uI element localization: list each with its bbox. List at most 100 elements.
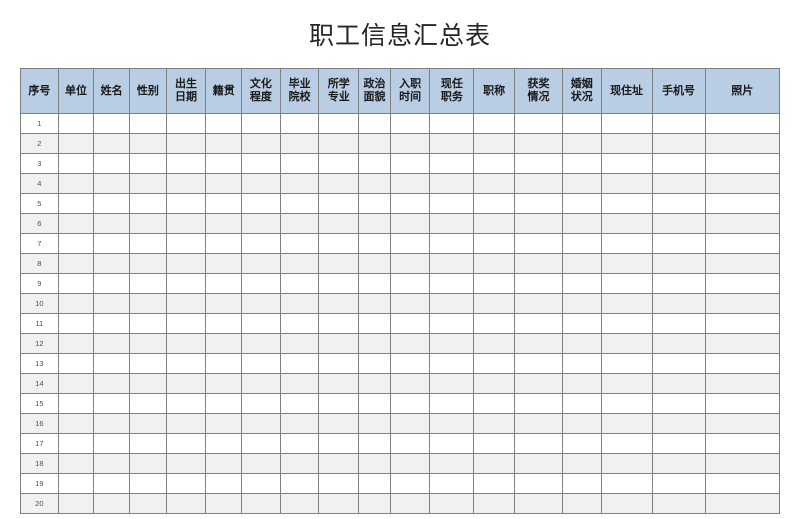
table-cell-name[interactable] bbox=[93, 393, 130, 414]
table-cell-position[interactable] bbox=[429, 213, 475, 234]
table-cell-title_rank[interactable] bbox=[473, 433, 516, 454]
table-cell-major[interactable] bbox=[318, 373, 360, 394]
table-cell-photo[interactable] bbox=[704, 273, 780, 294]
table-cell-gender[interactable] bbox=[129, 193, 167, 214]
table-cell-address[interactable] bbox=[600, 313, 653, 334]
table-cell-school[interactable] bbox=[279, 333, 320, 354]
table-cell-school[interactable] bbox=[279, 313, 320, 334]
table-cell-education[interactable] bbox=[241, 193, 281, 214]
table-cell-hire_date[interactable] bbox=[389, 173, 431, 194]
table-cell-hire_date[interactable] bbox=[389, 113, 431, 134]
table-cell-major[interactable] bbox=[318, 433, 360, 454]
table-cell-marital[interactable] bbox=[561, 293, 602, 314]
table-cell-hire_date[interactable] bbox=[389, 293, 431, 314]
table-cell-major[interactable] bbox=[318, 173, 360, 194]
table-cell-birthdate[interactable] bbox=[165, 473, 207, 494]
table-cell-education[interactable] bbox=[241, 473, 281, 494]
table-cell-major[interactable] bbox=[318, 153, 360, 174]
table-cell-birthdate[interactable] bbox=[165, 373, 207, 394]
table-cell-awards[interactable] bbox=[514, 353, 563, 374]
table-cell-political[interactable] bbox=[358, 153, 391, 174]
table-cell-photo[interactable] bbox=[704, 433, 780, 454]
table-cell-education[interactable] bbox=[241, 493, 281, 514]
table-cell-address[interactable] bbox=[600, 373, 653, 394]
table-cell-school[interactable] bbox=[279, 233, 320, 254]
table-cell-marital[interactable] bbox=[561, 433, 602, 454]
table-cell-phone[interactable] bbox=[651, 393, 706, 414]
table-cell-unit[interactable] bbox=[57, 233, 95, 254]
table-cell-photo[interactable] bbox=[704, 413, 780, 434]
table-cell-school[interactable] bbox=[279, 133, 320, 154]
table-cell-birthdate[interactable] bbox=[165, 333, 207, 354]
table-cell-hire_date[interactable] bbox=[389, 273, 431, 294]
table-cell-awards[interactable] bbox=[514, 433, 563, 454]
table-cell-gender[interactable] bbox=[129, 133, 167, 154]
table-cell-photo[interactable] bbox=[704, 253, 780, 274]
table-cell-birthdate[interactable] bbox=[165, 213, 207, 234]
table-cell-hire_date[interactable] bbox=[389, 493, 431, 514]
table-cell-major[interactable] bbox=[318, 253, 360, 274]
table-cell-gender[interactable] bbox=[129, 473, 167, 494]
table-cell-address[interactable] bbox=[600, 433, 653, 454]
table-cell-title_rank[interactable] bbox=[473, 113, 516, 134]
table-cell-photo[interactable] bbox=[704, 153, 780, 174]
table-cell-position[interactable] bbox=[429, 313, 475, 334]
table-cell-political[interactable] bbox=[358, 113, 391, 134]
table-cell-photo[interactable] bbox=[704, 353, 780, 374]
table-cell-major[interactable] bbox=[318, 453, 360, 474]
table-cell-gender[interactable] bbox=[129, 393, 167, 414]
table-cell-political[interactable] bbox=[358, 393, 391, 414]
table-cell-name[interactable] bbox=[93, 353, 130, 374]
table-cell-address[interactable] bbox=[600, 233, 653, 254]
table-cell-education[interactable] bbox=[241, 253, 281, 274]
table-cell-school[interactable] bbox=[279, 273, 320, 294]
row-number-cell[interactable]: 5 bbox=[20, 193, 59, 214]
table-cell-political[interactable] bbox=[358, 213, 391, 234]
row-number-cell[interactable]: 20 bbox=[20, 493, 59, 514]
table-cell-marital[interactable] bbox=[561, 473, 602, 494]
row-number-cell[interactable]: 12 bbox=[20, 333, 59, 354]
table-cell-gender[interactable] bbox=[129, 273, 167, 294]
table-cell-position[interactable] bbox=[429, 193, 475, 214]
table-cell-phone[interactable] bbox=[651, 293, 706, 314]
table-cell-birthdate[interactable] bbox=[165, 193, 207, 214]
table-cell-unit[interactable] bbox=[57, 353, 95, 374]
row-number-cell[interactable]: 16 bbox=[20, 413, 59, 434]
table-cell-phone[interactable] bbox=[651, 193, 706, 214]
table-cell-school[interactable] bbox=[279, 413, 320, 434]
table-cell-unit[interactable] bbox=[57, 453, 95, 474]
table-cell-native_place[interactable] bbox=[205, 413, 243, 434]
table-cell-position[interactable] bbox=[429, 353, 475, 374]
table-cell-unit[interactable] bbox=[57, 113, 95, 134]
table-cell-hire_date[interactable] bbox=[389, 433, 431, 454]
table-cell-title_rank[interactable] bbox=[473, 353, 516, 374]
table-cell-native_place[interactable] bbox=[205, 453, 243, 474]
table-cell-phone[interactable] bbox=[651, 453, 706, 474]
table-cell-awards[interactable] bbox=[514, 333, 563, 354]
table-cell-name[interactable] bbox=[93, 473, 130, 494]
table-cell-phone[interactable] bbox=[651, 233, 706, 254]
table-cell-marital[interactable] bbox=[561, 273, 602, 294]
table-cell-gender[interactable] bbox=[129, 233, 167, 254]
table-cell-school[interactable] bbox=[279, 153, 320, 174]
table-cell-education[interactable] bbox=[241, 113, 281, 134]
table-cell-major[interactable] bbox=[318, 493, 360, 514]
table-cell-gender[interactable] bbox=[129, 433, 167, 454]
table-cell-political[interactable] bbox=[358, 173, 391, 194]
table-cell-hire_date[interactable] bbox=[389, 313, 431, 334]
table-cell-birthdate[interactable] bbox=[165, 493, 207, 514]
table-cell-school[interactable] bbox=[279, 253, 320, 274]
table-cell-education[interactable] bbox=[241, 133, 281, 154]
table-cell-phone[interactable] bbox=[651, 413, 706, 434]
table-cell-title_rank[interactable] bbox=[473, 413, 516, 434]
table-cell-name[interactable] bbox=[93, 193, 130, 214]
table-cell-position[interactable] bbox=[429, 433, 475, 454]
table-cell-phone[interactable] bbox=[651, 133, 706, 154]
table-cell-hire_date[interactable] bbox=[389, 393, 431, 414]
table-cell-unit[interactable] bbox=[57, 333, 95, 354]
table-cell-gender[interactable] bbox=[129, 213, 167, 234]
table-cell-gender[interactable] bbox=[129, 293, 167, 314]
row-number-cell[interactable]: 14 bbox=[20, 373, 59, 394]
row-number-cell[interactable]: 6 bbox=[20, 213, 59, 234]
table-cell-name[interactable] bbox=[93, 173, 130, 194]
